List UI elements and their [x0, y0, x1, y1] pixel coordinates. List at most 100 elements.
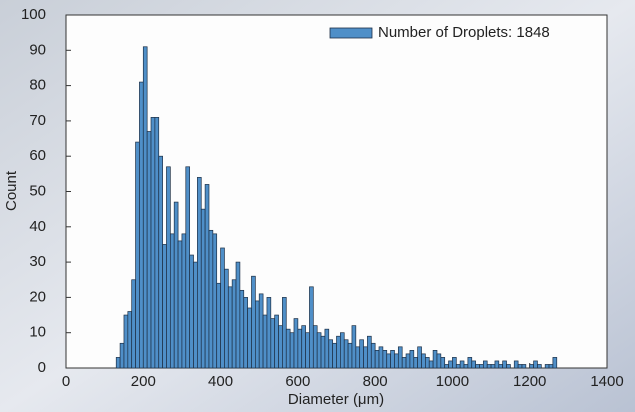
- bar: [418, 347, 422, 368]
- bar: [437, 354, 441, 368]
- bar: [197, 177, 201, 368]
- bar: [371, 343, 375, 368]
- bar: [464, 364, 468, 368]
- bar: [398, 347, 402, 368]
- y-tick-label: 40: [29, 218, 46, 235]
- bar: [325, 329, 329, 368]
- x-tick-label: 800: [363, 373, 388, 390]
- x-tick-label: 1000: [436, 373, 469, 390]
- bar: [452, 357, 456, 368]
- bar: [348, 343, 352, 368]
- bar: [445, 364, 449, 368]
- bar: [236, 262, 240, 368]
- bar: [360, 340, 364, 368]
- y-tick-label: 90: [29, 41, 46, 58]
- bar: [479, 364, 483, 368]
- bar: [213, 234, 217, 368]
- bar: [406, 354, 410, 368]
- bar: [267, 297, 271, 368]
- bar: [321, 336, 325, 368]
- y-tick-label: 100: [21, 6, 46, 23]
- bar: [232, 280, 236, 368]
- bar: [151, 117, 155, 368]
- bar: [329, 340, 333, 368]
- bar: [124, 315, 128, 368]
- bar: [221, 248, 225, 368]
- x-tick-label: 1400: [590, 373, 623, 390]
- bar: [228, 287, 232, 368]
- y-tick-label: 30: [29, 253, 46, 270]
- bar: [143, 47, 147, 368]
- x-tick-label: 400: [208, 373, 233, 390]
- y-axis-label: Count: [3, 170, 20, 211]
- bar: [170, 234, 174, 368]
- bar: [282, 297, 286, 368]
- bar: [530, 364, 534, 368]
- bar: [217, 283, 221, 368]
- bar: [240, 290, 244, 368]
- bar: [522, 364, 526, 368]
- bar: [549, 364, 553, 368]
- bar: [120, 343, 124, 368]
- bar: [209, 230, 213, 368]
- bar: [340, 333, 344, 368]
- bar: [429, 361, 433, 368]
- bar: [514, 361, 518, 368]
- x-tick-label: 0: [62, 373, 70, 390]
- bar: [190, 255, 194, 368]
- bar: [414, 357, 418, 368]
- legend-swatch: [330, 28, 372, 38]
- bar: [205, 184, 209, 368]
- bar: [487, 364, 491, 368]
- y-tick-label: 20: [29, 288, 46, 305]
- bar: [317, 333, 321, 368]
- bar: [402, 357, 406, 368]
- bar: [460, 361, 464, 368]
- bar: [491, 364, 495, 368]
- bar: [244, 297, 248, 368]
- bar: [352, 326, 356, 368]
- y-tick-label: 70: [29, 112, 46, 129]
- bar: [391, 350, 395, 368]
- bar: [248, 308, 252, 368]
- x-tick-label: 1200: [513, 373, 546, 390]
- bar: [356, 347, 360, 368]
- x-axis-label: Diameter (μm): [288, 391, 384, 408]
- bar: [294, 319, 298, 368]
- bar: [476, 364, 480, 368]
- chart: Diameter (μm) Count 01020304050607080901…: [0, 0, 635, 412]
- bar: [166, 167, 170, 368]
- bar: [275, 315, 279, 368]
- bar: [422, 354, 426, 368]
- bar: [178, 241, 182, 368]
- bar: [537, 364, 541, 368]
- bar: [394, 354, 398, 368]
- bar: [499, 364, 503, 368]
- bar: [410, 350, 414, 368]
- bar: [425, 357, 429, 368]
- y-tick-label: 60: [29, 147, 46, 164]
- bar: [375, 350, 379, 368]
- bar: [263, 315, 267, 368]
- bar: [159, 156, 163, 368]
- bar: [139, 82, 143, 368]
- bar: [503, 361, 507, 368]
- bar: [251, 276, 255, 368]
- bar: [333, 343, 337, 368]
- bar: [534, 361, 538, 368]
- bar: [224, 269, 228, 368]
- bar: [201, 209, 205, 368]
- legend-label: Number of Droplets: 1848: [378, 24, 550, 41]
- y-tick-label: 0: [38, 359, 46, 376]
- bar: [132, 280, 136, 368]
- bar: [182, 234, 186, 368]
- bar: [433, 350, 437, 368]
- bar: [313, 326, 317, 368]
- bar: [186, 167, 190, 368]
- bar: [344, 340, 348, 368]
- bar: [128, 312, 132, 368]
- x-tick-label: 200: [131, 373, 156, 390]
- bar: [116, 357, 120, 368]
- x-tick-label: 600: [285, 373, 310, 390]
- bar: [472, 361, 476, 368]
